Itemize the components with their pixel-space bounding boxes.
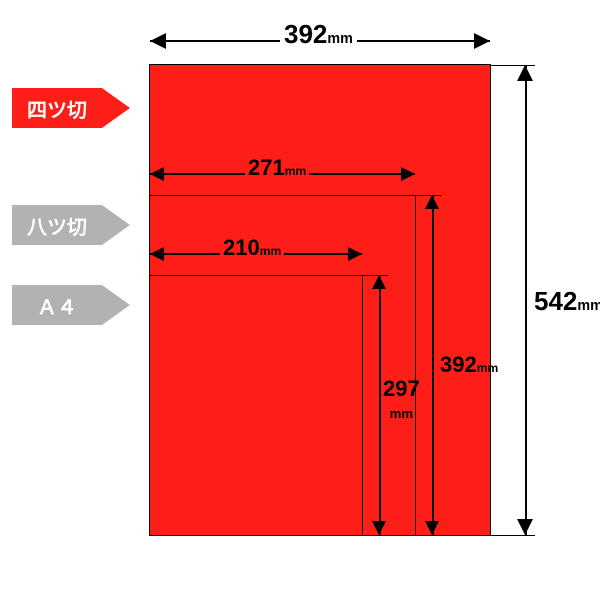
a4-ext-top xyxy=(362,275,388,276)
hachi-w-arrow-r xyxy=(401,167,415,181)
top-dim-arrow-right xyxy=(474,33,490,49)
inner-border-a4 xyxy=(150,275,363,536)
hachi-w-arrow-l xyxy=(150,167,164,181)
legend-a4: Ａ４ xyxy=(12,285,102,325)
right-ext-top xyxy=(490,65,535,66)
a4-h-text: 297mm xyxy=(383,378,420,422)
legend-yotsu: 四ツ切 xyxy=(12,88,102,128)
right-ext-bot xyxy=(490,535,535,536)
hachi-h-text: 392mm xyxy=(440,352,498,378)
hachi-h-arrow-b xyxy=(425,521,439,535)
legend-a4-arrow xyxy=(102,285,130,325)
hachi-h-line xyxy=(432,195,434,535)
a4-h-arrow-t xyxy=(372,275,386,289)
hachi-w-text: 271mm xyxy=(245,155,309,181)
a4-w-arrow-l xyxy=(150,247,164,261)
top-dim-text: 392mm xyxy=(280,19,357,50)
legend-hachi-arrow xyxy=(102,205,130,245)
legend-hachi: 八ツ切 xyxy=(12,205,102,245)
right-dim-arrow-bottom xyxy=(517,519,533,535)
right-dim-arrow-top xyxy=(517,65,533,81)
hachi-ext-top xyxy=(415,195,441,196)
a4-h-line xyxy=(379,275,381,535)
a4-h-arrow-b xyxy=(372,521,386,535)
legend-yotsu-arrow xyxy=(102,88,130,128)
top-dim-arrow-left xyxy=(150,33,166,49)
right-dim-line xyxy=(525,65,527,535)
a4-w-arrow-r xyxy=(348,247,362,261)
a4-w-text: 210mm xyxy=(220,235,284,261)
hachi-h-arrow-t xyxy=(425,195,439,209)
right-dim-text: 542mm xyxy=(534,286,600,317)
